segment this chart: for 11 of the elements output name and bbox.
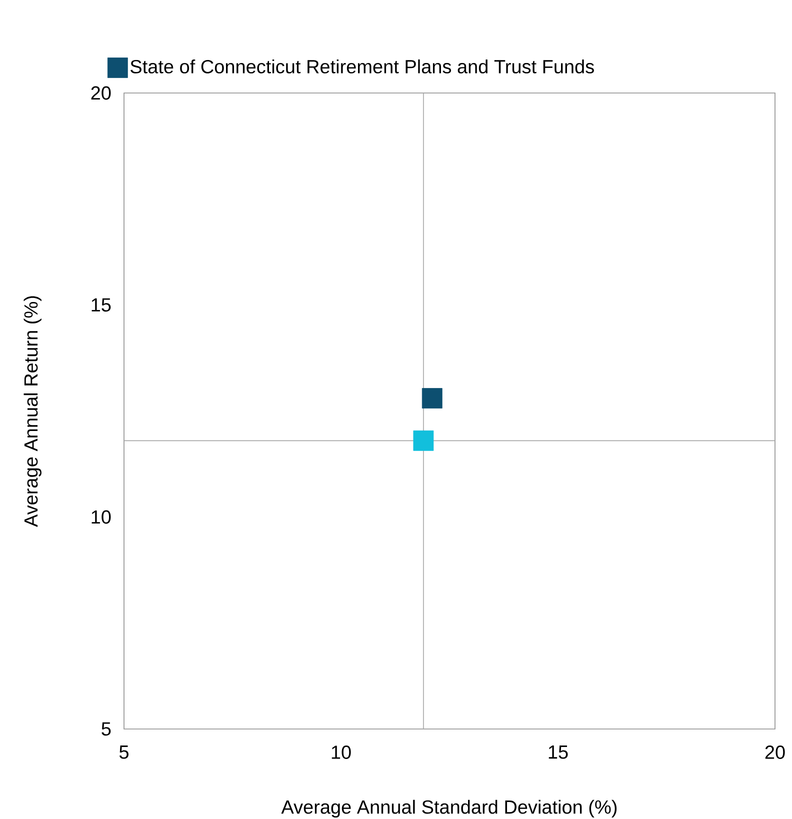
x-tick-label: 15 [548,746,568,759]
y-tick-label: 10 [92,510,111,524]
x-tick-label: 20 [765,746,785,759]
y-tick-label: 20 [91,86,111,100]
legend-label: State of Connecticut Retirement Plans and Trust Funds [130,59,594,74]
x-tick-label: 5 [119,746,128,759]
y-tick-label: 5 [102,722,111,736]
y-tick-label: 15 [92,298,111,312]
y-axis-title: Average Annual Return (%) [24,296,42,527]
x-axis-title: Average Annual Standard Deviation (%) [281,800,617,818]
x-tick-label: 10 [332,746,351,759]
